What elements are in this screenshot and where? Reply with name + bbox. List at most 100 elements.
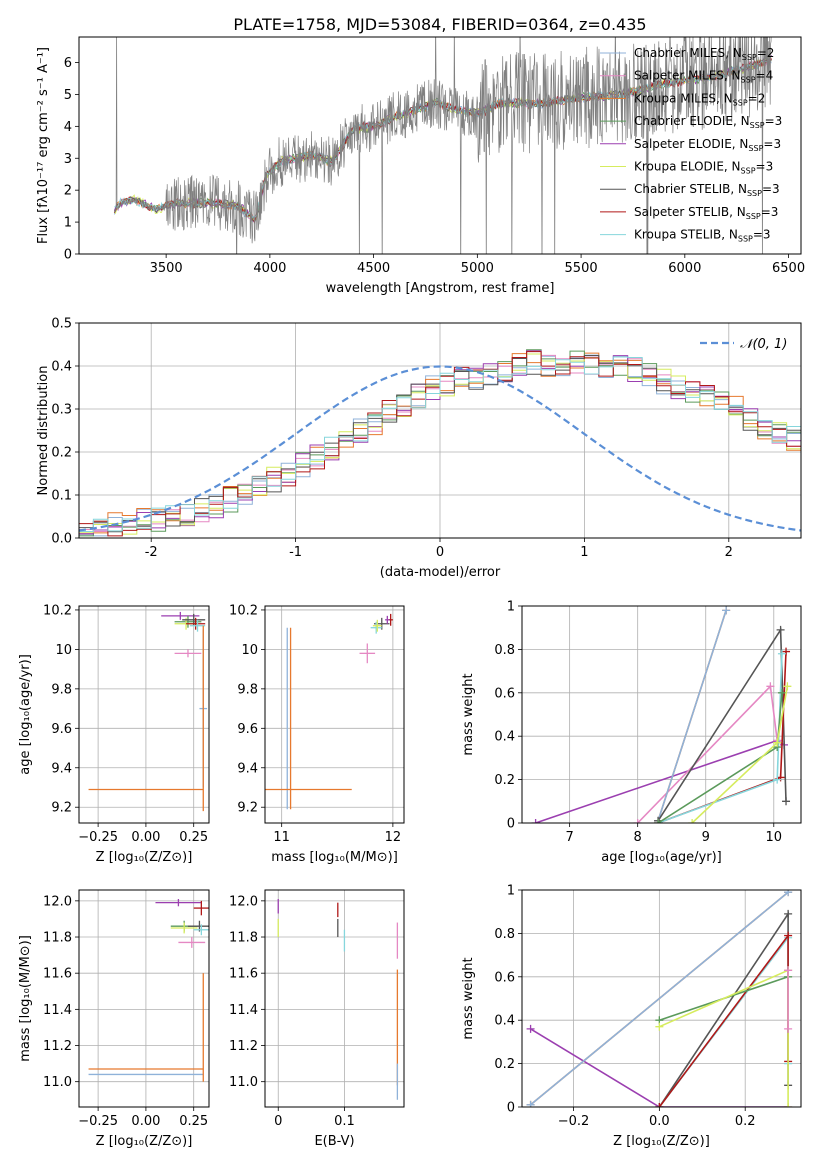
y-tick-label: 10 — [55, 643, 72, 658]
x-tick-label: 12 — [385, 830, 402, 845]
mass-weight-marker — [777, 688, 786, 697]
y-axis-label: mass [log₁₀(M/M⊙)] — [18, 935, 33, 1062]
y-tick-label: 11.6 — [229, 967, 258, 982]
x-tick-label: 0 — [274, 1114, 282, 1129]
y-tick-label: 11.6 — [43, 967, 72, 982]
x-tick-label: 10 — [766, 830, 783, 845]
mass-weight-marker — [776, 625, 785, 634]
legend-entry: Kroupa MILES, NSSP=2 — [634, 91, 765, 107]
legend-sub: SSP — [747, 189, 762, 198]
legend-entry: Chabrier STELIB, NSSP=3 — [634, 182, 780, 198]
y-tick-label: 12.0 — [43, 894, 72, 909]
y-tick-label: 9.4 — [51, 761, 72, 776]
mass-weight-marker — [773, 775, 782, 784]
y-tick-label: 9.8 — [237, 682, 258, 697]
y-tick-label: 0 — [64, 248, 72, 263]
legend-label: Kroupa ELODIE, N — [634, 160, 741, 174]
x-axis-label: (data-model)/error — [380, 565, 501, 580]
y-tick-label: 0 — [507, 817, 515, 832]
legend-sub: SSP — [733, 98, 748, 107]
axes-frame — [264, 889, 405, 1108]
y-tick-label: 10.2 — [43, 603, 72, 618]
x-tick-label: 0.00 — [131, 1114, 160, 1129]
y-tick-label: 11.4 — [43, 1003, 72, 1018]
y-tick-label: 5 — [64, 88, 72, 103]
y-tick-label: 11.0 — [43, 1075, 72, 1090]
x-tick-label: 9 — [702, 830, 710, 845]
y-tick-label: 0.8 — [494, 643, 515, 658]
panel-age-vs-mass: 11 12 9.2 9.4 9.6 9.8 10 10.2 mass [log₁₀(M/M⊙)] — [229, 603, 405, 865]
x-tick-label: 0.2 — [735, 1114, 756, 1129]
x-tick-label: 6000 — [668, 261, 701, 276]
plot-area — [265, 613, 393, 810]
y-tick-label: 11.0 — [229, 1075, 258, 1090]
plot-area — [88, 611, 208, 812]
x-tick-label: 1 — [580, 545, 588, 560]
y-tick-label: 0.4 — [494, 1014, 515, 1029]
plot-area — [79, 349, 801, 537]
mass-weight-line — [530, 1028, 789, 1107]
axes-frame — [264, 605, 405, 824]
panel-mass-vs-EBV: 0 0.1 11.0 11.2 11.4 11.6 11.8 12.0 E(B-V) — [229, 889, 405, 1149]
data-spectrum-line — [113, 37, 772, 254]
legend-sub: SSP — [748, 144, 763, 153]
x-tick-label: 11 — [273, 830, 290, 845]
x-tick-label: 4000 — [253, 261, 286, 276]
legend-sub: SSP — [738, 235, 753, 244]
y-tick-label: 9.2 — [51, 801, 72, 816]
x-axis-label: Z [log₁₀(Z/Z⊙)] — [96, 850, 193, 865]
y-axis-label: mass weight — [461, 957, 476, 1039]
mass-weight-line — [659, 969, 789, 1107]
x-tick-label: 0.00 — [131, 830, 160, 845]
y-tick-label: 9.6 — [237, 722, 258, 737]
mass-weight-line — [658, 933, 789, 1107]
y-tick-label: 0.4 — [494, 730, 515, 745]
y-tick-label: 1 — [507, 600, 515, 615]
y-tick-label: 0.6 — [494, 970, 515, 985]
plot-area — [277, 899, 399, 1100]
mass-weight-marker — [773, 738, 782, 747]
mass-weight-marker — [654, 819, 663, 823]
x-axis-label: mass [log₁₀(M/M⊙)] — [271, 850, 398, 865]
legend-entry: Kroupa STELIB, NSSP=3 — [634, 228, 771, 244]
y-tick-label: 11.4 — [229, 1003, 258, 1018]
mass-weight-marker — [784, 1103, 793, 1107]
legend-label: Salpeter ELODIE, N — [634, 137, 748, 151]
legend-label: Kroupa MILES, N — [634, 91, 733, 105]
mass-weight-marker — [784, 1024, 793, 1033]
legend-sub: SSP — [750, 121, 765, 130]
y-tick-label: 11.8 — [229, 931, 258, 946]
x-tick-label: 4500 — [357, 261, 390, 276]
x-tick-label: −0.2 — [558, 1114, 590, 1129]
x-tick-label: 2 — [725, 545, 733, 560]
x-axis-label: age [log₁₀(age/yr)] — [601, 850, 722, 865]
legend-tail: =3 — [753, 228, 771, 242]
x-tick-label: 0 — [436, 545, 444, 560]
y-tick-label: 0 — [507, 1101, 515, 1116]
mass-weight-marker — [784, 931, 793, 940]
panel-mass-vs-Z: −0.25 0.00 0.25 11.0 11.2 11.4 11.6 11.8 12.0 Z [… — [18, 889, 210, 1149]
x-tick-label: 0.1 — [334, 1114, 355, 1129]
plot-area — [531, 606, 792, 823]
y-tick-label: 10 — [241, 643, 258, 658]
mass-weight-marker — [766, 682, 775, 691]
axes-frame — [78, 605, 210, 824]
legend-tail: =2 — [757, 46, 775, 60]
y-tick-label: 0.2 — [51, 446, 72, 461]
y-axis-label: mass weight — [461, 673, 476, 755]
mass-weight-marker — [722, 606, 731, 615]
mass-weight-marker — [784, 890, 793, 897]
y-axis-label: age [log₁₀(age/yr)] — [18, 654, 33, 775]
legend-tail: =3 — [763, 137, 781, 151]
x-tick-label: -1 — [289, 545, 302, 560]
y-tick-label: 0.2 — [494, 773, 515, 788]
y-tick-label: 0.3 — [51, 403, 72, 418]
y-tick-label: 11.8 — [43, 931, 72, 946]
mass-weight-marker — [782, 647, 791, 656]
y-tick-label: 0.4 — [51, 360, 72, 375]
x-tick-label: 5000 — [461, 261, 494, 276]
x-tick-label: 8 — [634, 830, 642, 845]
y-tick-label: 0.1 — [51, 489, 72, 504]
